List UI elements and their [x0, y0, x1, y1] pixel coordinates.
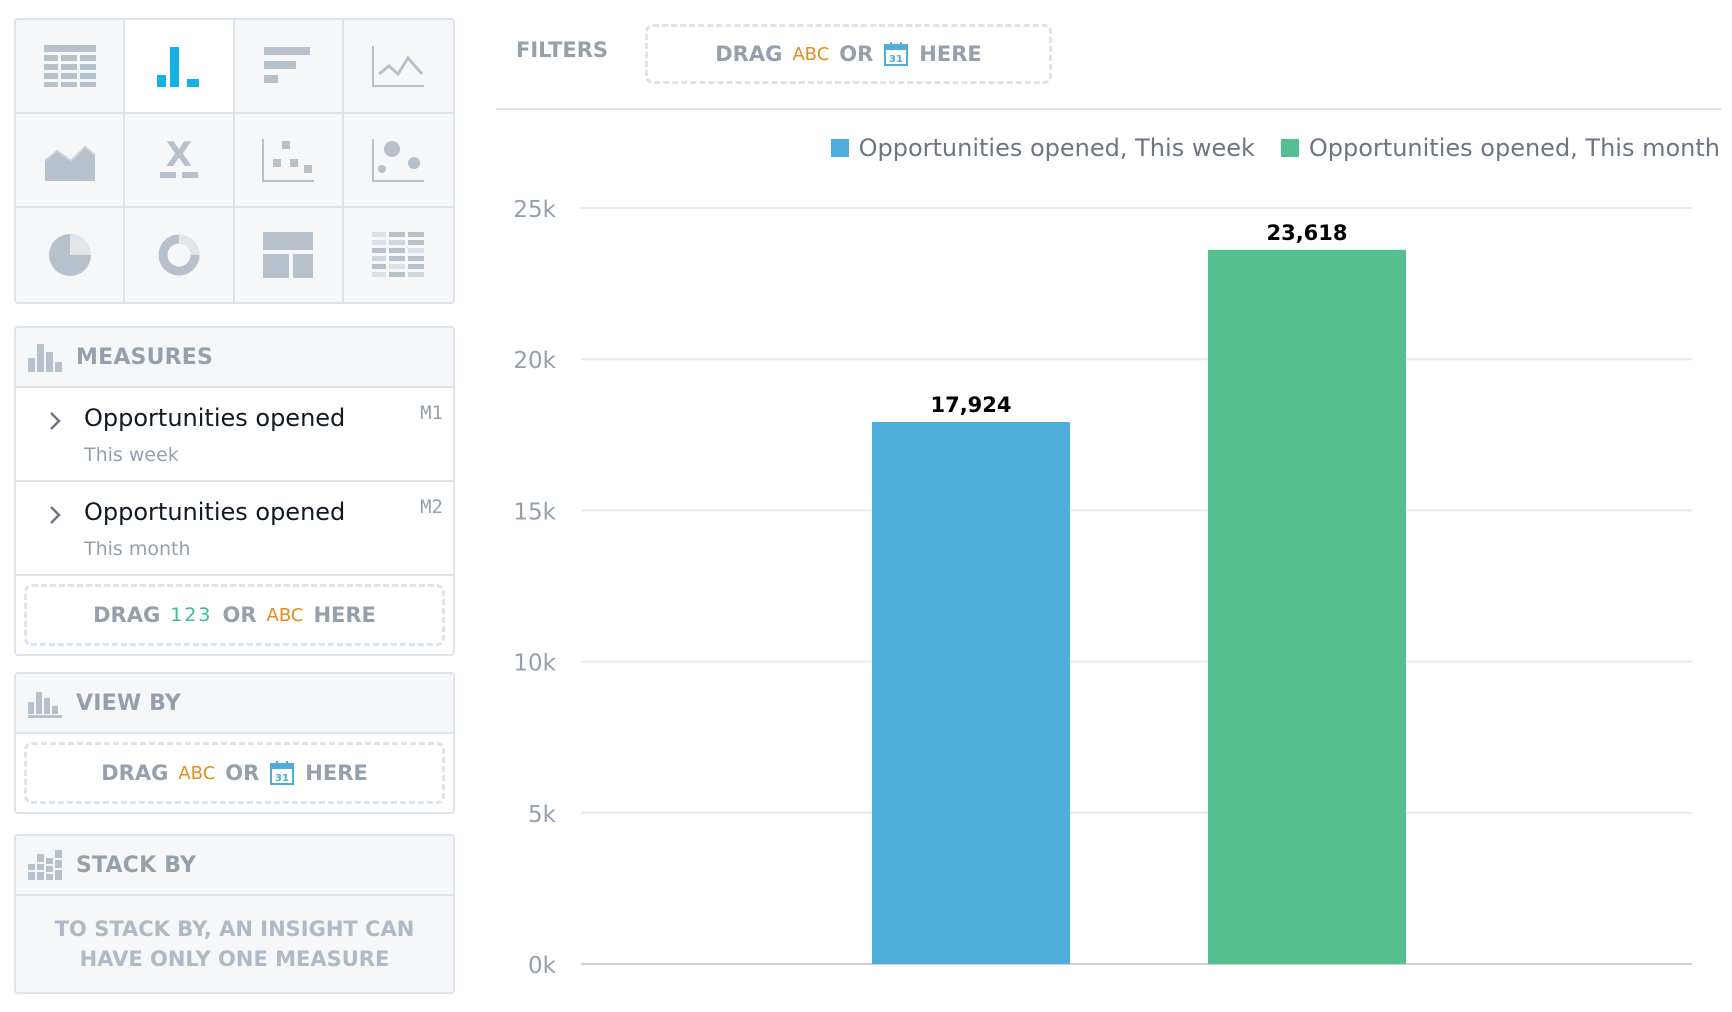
- dropzone-drag-label: DRAG: [101, 761, 169, 785]
- line-chart-icon: [372, 46, 425, 87]
- measure-title: Opportunities opened: [84, 498, 346, 526]
- measure-item-m2[interactable]: Opportunities opened This month M2: [16, 482, 453, 576]
- heatmap-icon: [372, 232, 425, 277]
- y-tick-label: 5k: [528, 802, 557, 828]
- chevron-right-icon[interactable]: [48, 410, 62, 432]
- y-tick-label: 15k: [513, 499, 556, 525]
- viz-type-bubble[interactable]: [343, 114, 453, 208]
- filters-dropzone[interactable]: DRAG ABC OR 31 HERE: [645, 24, 1052, 84]
- data-label: 23,618: [1266, 221, 1347, 245]
- measures-title: MEASURES: [76, 344, 214, 370]
- measure-subtitle: This week: [84, 444, 179, 466]
- measure-id: M2: [420, 496, 443, 518]
- viz-type-donut[interactable]: [125, 208, 235, 302]
- viz-type-line[interactable]: [343, 20, 453, 114]
- measures-dropzone-wrap: DRAG 123 OR ABC HERE: [16, 576, 453, 654]
- dropzone-here-label: HERE: [313, 603, 376, 627]
- y-tick-label: 0k: [528, 953, 557, 979]
- measures-icon: [28, 344, 62, 372]
- area-chart-icon: [43, 145, 96, 181]
- column-chart-icon: [156, 47, 199, 87]
- stack-by-section: STACK BY TO STACK BY, AN INSIGHT CAN HAV…: [14, 834, 455, 994]
- svg-text:X: X: [166, 138, 192, 175]
- chart-legend: Opportunities opened, This week Opportun…: [830, 134, 1720, 162]
- viz-type-scatter[interactable]: [234, 114, 344, 208]
- legend-swatch: [830, 139, 849, 157]
- legend-label: Opportunities opened, This week: [858, 134, 1255, 162]
- stack-by-note-line: TO STACK BY, AN INSIGHT CAN: [54, 917, 415, 941]
- bar[interactable]: [1208, 249, 1406, 964]
- dropzone-here-label: HERE: [919, 42, 982, 66]
- calendar-day: 31: [889, 54, 903, 65]
- dropzone-here-label: HERE: [305, 761, 368, 785]
- attribute-token: ABC: [792, 43, 830, 65]
- measures-dropzone[interactable]: DRAG 123 OR ABC HERE: [24, 584, 445, 646]
- bubble-chart-icon: [372, 139, 425, 182]
- visualization-type-picker: X: [14, 18, 455, 304]
- viz-type-bar[interactable]: [234, 20, 344, 114]
- dropzone-or-label: OR: [839, 42, 874, 66]
- legend-item-this-month[interactable]: Opportunities opened, This month: [1280, 134, 1720, 162]
- donut-chart-icon: [158, 234, 200, 276]
- pie-chart-icon: [48, 234, 91, 276]
- viz-type-headline[interactable]: X: [125, 114, 235, 208]
- measure-id: M1: [420, 402, 443, 424]
- legend-label: Opportunities opened, This month: [1308, 134, 1720, 162]
- dropzone-drag-label: DRAG: [93, 603, 161, 627]
- view-by-dropzone-wrap: DRAG ABC OR 31 HERE: [16, 734, 453, 812]
- filters-divider: [496, 108, 1721, 110]
- stack-by-header: STACK BY: [16, 836, 453, 896]
- viz-type-column[interactable]: [125, 20, 235, 114]
- viz-type-treemap[interactable]: [235, 208, 344, 302]
- calendar-day: 31: [275, 773, 289, 784]
- calendar-icon: 31: [270, 761, 295, 785]
- view-by-header: VIEW BY: [16, 674, 453, 734]
- treemap-icon: [263, 232, 314, 278]
- data-label: 17,924: [930, 393, 1011, 417]
- y-tick-label: 20k: [513, 348, 556, 374]
- chevron-right-icon[interactable]: [48, 504, 62, 526]
- measures-section: MEASURES Opportunities opened This week …: [14, 326, 455, 656]
- measure-item-m1[interactable]: Opportunities opened This week M1: [16, 388, 453, 482]
- stack-by-title: STACK BY: [76, 852, 197, 878]
- view-by-icon: [28, 692, 62, 718]
- view-by-section: VIEW BY DRAG ABC OR 31 HERE: [14, 672, 455, 814]
- scatter-plot-icon: [262, 139, 315, 182]
- dropzone-drag-label: DRAG: [715, 42, 783, 66]
- viz-type-heatmap[interactable]: [344, 208, 453, 302]
- measures-header: MEASURES: [16, 328, 453, 388]
- y-tick-label: 10k: [513, 651, 556, 677]
- view-by-title: VIEW BY: [76, 690, 182, 716]
- column-chart: 0k 5k 10k 15k 20k 25k 17,924 23,618: [513, 197, 1692, 979]
- headline-icon: X: [159, 138, 198, 178]
- view-by-dropzone[interactable]: DRAG ABC OR 31 HERE: [24, 742, 445, 804]
- bar-chart-icon: [264, 47, 311, 83]
- y-tick-label: 25k: [513, 197, 556, 223]
- bar[interactable]: [872, 421, 1070, 964]
- stack-by-note: TO STACK BY, AN INSIGHT CAN HAVE ONLY ON…: [16, 896, 453, 992]
- measure-token: 123: [170, 604, 213, 626]
- measure-subtitle: This month: [84, 538, 191, 560]
- attribute-token: ABC: [266, 604, 304, 626]
- dropzone-or-label: OR: [225, 761, 260, 785]
- calendar-icon: 31: [884, 42, 909, 66]
- table-icon: [43, 45, 96, 87]
- viz-type-area[interactable]: [16, 114, 126, 208]
- filters-label: FILTERS: [516, 38, 609, 62]
- legend-swatch: [1280, 139, 1299, 157]
- stack-by-icon: [28, 850, 62, 880]
- stack-by-note-line: HAVE ONLY ONE MEASURE: [79, 947, 390, 971]
- viz-type-pie[interactable]: [16, 208, 126, 302]
- attribute-token: ABC: [178, 762, 216, 784]
- measure-title: Opportunities opened: [84, 404, 346, 432]
- viz-type-table[interactable]: [16, 20, 126, 114]
- legend-item-this-week[interactable]: Opportunities opened, This week: [830, 134, 1255, 162]
- dropzone-or-label: OR: [222, 603, 257, 627]
